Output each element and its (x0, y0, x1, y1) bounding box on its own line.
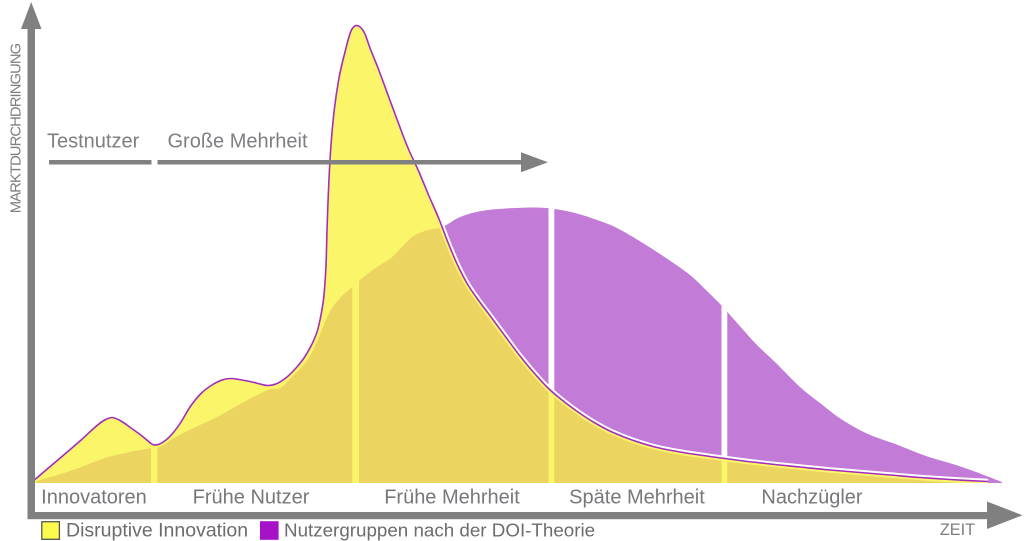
svg-text:Testnutzer: Testnutzer (47, 131, 140, 153)
svg-text:Nutzergruppen nach der DOI-The: Nutzergruppen nach der DOI-Theorie (284, 519, 595, 540)
svg-text:Frühe Nutzer: Frühe Nutzer (193, 487, 310, 509)
svg-text:Große Mehrheit: Große Mehrheit (168, 131, 308, 153)
svg-text:Innovatoren: Innovatoren (41, 487, 147, 509)
svg-text:MARKTDURCHDRINGUNG: MARKTDURCHDRINGUNG (9, 43, 25, 213)
svg-text:Frühe Mehrheit: Frühe Mehrheit (384, 487, 520, 509)
svg-text:Nachzügler: Nachzügler (761, 487, 863, 509)
svg-text:ZEIT: ZEIT (940, 521, 975, 539)
svg-text:Späte Mehrheit: Späte Mehrheit (569, 487, 705, 509)
svg-text:Disruptive Innovation: Disruptive Innovation (66, 519, 248, 541)
